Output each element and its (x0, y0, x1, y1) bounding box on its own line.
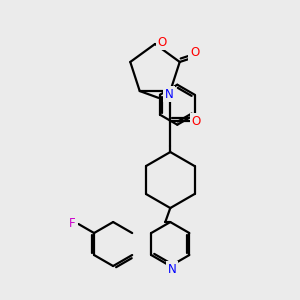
Text: F: F (69, 217, 76, 230)
Text: O: O (190, 46, 200, 59)
Text: N: N (165, 88, 174, 100)
Text: O: O (192, 115, 201, 128)
Text: N: N (168, 262, 177, 275)
Text: O: O (158, 35, 166, 49)
